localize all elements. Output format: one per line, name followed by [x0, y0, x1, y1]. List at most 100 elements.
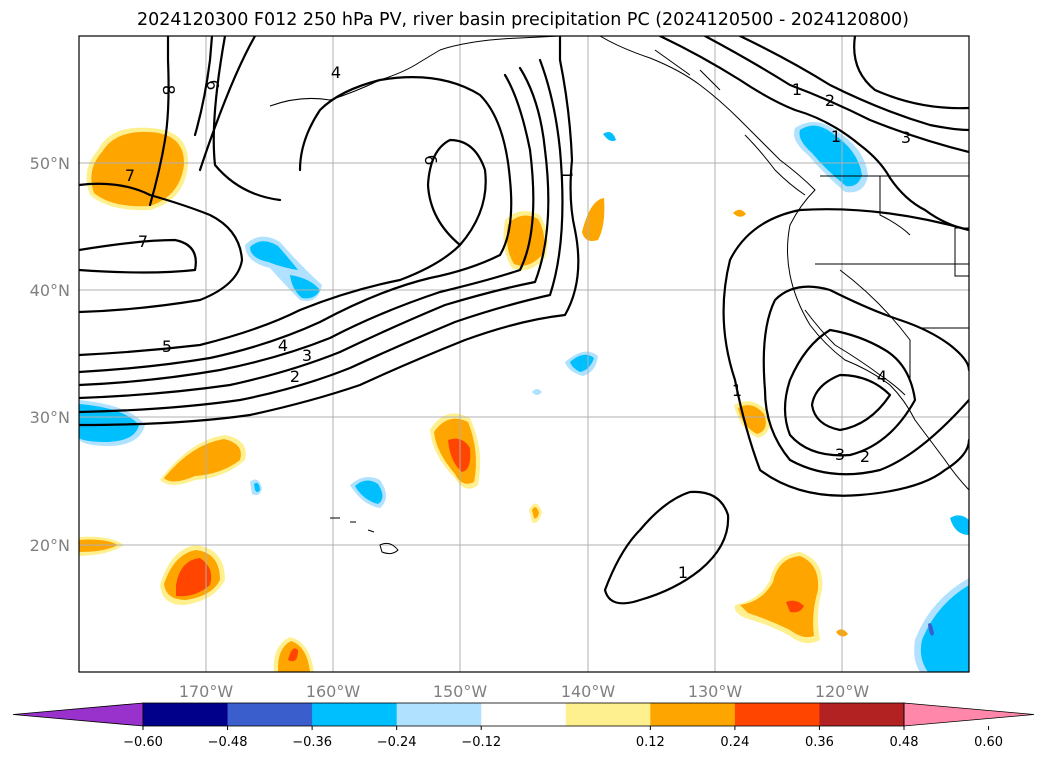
contour-label: 4: [877, 367, 887, 386]
precip-blob: [79, 404, 139, 442]
pv-contour-2: [79, 58, 564, 414]
contour-labels: 8 6 4 7 7 6 5 4 3 2 1 1 2 1 3 1 4 3 2 1: [125, 63, 911, 582]
lat-tick-label: 20°N: [30, 536, 70, 555]
figure-title: 2024120300 F012 250 hPa PV, river basin …: [137, 10, 909, 30]
colorbar-swatch: [312, 703, 398, 726]
map-area: 8 6 4 7 7 6 5 4 3 2 1 1 2 1 3 1 4 3 2 1: [79, 36, 969, 672]
colorbar: −0.60 −0.48 −0.36 −0.24 −0.12 0.12 0.24 0.36 0.4…: [12, 702, 1035, 750]
precip-blob: [799, 125, 862, 187]
precip-blob: [603, 132, 616, 142]
map-frame: [78, 35, 970, 673]
colorbar-swatch: [565, 703, 651, 726]
pv-contour-4-low: [810, 373, 892, 432]
precip-blob: [164, 439, 241, 482]
colorbar-frame: [142, 702, 905, 727]
colorbar-extend-min: [12, 702, 144, 727]
pv-contour-3-ne: [738, 36, 969, 132]
precip-blob: [91, 131, 185, 207]
lon-tick-label: 150°W: [433, 682, 488, 701]
precip-blob: [288, 648, 298, 662]
lon-tick-label: 130°W: [688, 682, 743, 701]
lon-tick-labels: 170°W 160°W 150°W 140°W 130°W 120°W: [179, 682, 870, 701]
pv-contour-6-north: [193, 36, 214, 137]
contour-label: 3: [302, 346, 312, 365]
contour-label: 6: [202, 78, 222, 91]
contour-label: 7: [125, 166, 135, 185]
colorbar-swatch: [481, 703, 567, 726]
colorbar-tick-label: 0.36: [805, 735, 834, 750]
precip-blob: [448, 438, 471, 472]
contour-label: 3: [901, 128, 911, 147]
pv-contour-3-low: [783, 328, 917, 457]
colorbar-tick-label: 0.60: [974, 735, 1003, 750]
contour-label: 5: [162, 337, 172, 356]
precip-blob: [254, 482, 260, 492]
contour-label: 4: [331, 63, 341, 82]
colorbar-tick-label: −0.36: [292, 735, 332, 750]
pv-contours: [79, 36, 969, 605]
lon-tick-label: 160°W: [306, 682, 361, 701]
colorbar-tick-label: 0.48: [890, 735, 919, 750]
lat-tick-labels: 50°N 40°N 30°N 20°N: [30, 154, 70, 555]
precip-blob: [290, 275, 320, 299]
colorbar-tick-label: −0.60: [123, 735, 163, 750]
pv-contour-4: [79, 73, 535, 387]
precip-blob: [176, 558, 212, 597]
colorbar-tick-label: 0.24: [720, 735, 749, 750]
contour-label: 3: [835, 445, 845, 464]
coastlines: [269, 36, 969, 555]
lon-tick-label: 170°W: [179, 682, 234, 701]
precip-blob: [506, 215, 545, 266]
pv-contour-7-west: [79, 182, 244, 314]
precip-blob: [928, 623, 934, 636]
pv-contour-6-outer: [198, 36, 282, 202]
lon-tick-label: 120°W: [815, 682, 870, 701]
pv-contour-1-low: [722, 208, 969, 497]
contour-label: 1: [732, 381, 742, 400]
colorbar-swatch: [396, 703, 482, 726]
precip-blob: [532, 507, 539, 519]
contour-label: 6: [420, 153, 440, 166]
pv-contour-2-ne: [703, 36, 969, 154]
colorbar-tick-label: −0.12: [461, 735, 501, 750]
pv-contour-1-ne: [658, 36, 969, 232]
colorbar-tick-label: −0.48: [208, 735, 248, 750]
contour-label: 1: [557, 170, 576, 180]
contour-label: 8: [159, 84, 179, 96]
pv-contour-4-ne: [853, 36, 969, 110]
colorbar-swatch: [650, 703, 736, 726]
colorbar-tick-label: 0.12: [636, 735, 665, 750]
contour-label: 1: [792, 80, 802, 99]
colorbar-swatch: [227, 703, 313, 726]
lat-tick-label: 50°N: [30, 154, 70, 173]
pv-contour-7: [79, 238, 197, 274]
colorbar-extend-max: [903, 702, 1035, 727]
colorbar-swatch: [143, 703, 229, 726]
precip-blob: [582, 198, 605, 241]
pv-contour-8: [148, 36, 170, 207]
colorbar-tick-label: −0.24: [377, 735, 417, 750]
precip-blob: [532, 389, 542, 395]
precip-blob: [920, 585, 969, 672]
contour-label: 4: [278, 336, 288, 355]
colorbar-swatch: [734, 703, 820, 726]
precip-shading: [79, 121, 969, 672]
contour-label: 2: [290, 367, 300, 386]
colorbar-swatch: [819, 703, 905, 726]
contour-label: 2: [825, 91, 835, 110]
lon-tick-label: 140°W: [561, 682, 616, 701]
contour-label: 7: [138, 232, 148, 251]
precip-blob: [79, 539, 118, 552]
precip-blob: [250, 241, 298, 270]
lat-tick-label: 30°N: [30, 408, 70, 427]
precip-blob: [738, 405, 766, 434]
precip-blob: [355, 480, 383, 504]
lat-tick-label: 40°N: [30, 281, 70, 300]
pv-contour-2-low: [762, 285, 969, 476]
contour-label: 2: [860, 447, 870, 466]
precip-blob: [950, 515, 969, 535]
pv-contour-1: [79, 36, 580, 427]
pv-contour-3: [79, 66, 550, 400]
contour-label: 1: [678, 563, 688, 582]
